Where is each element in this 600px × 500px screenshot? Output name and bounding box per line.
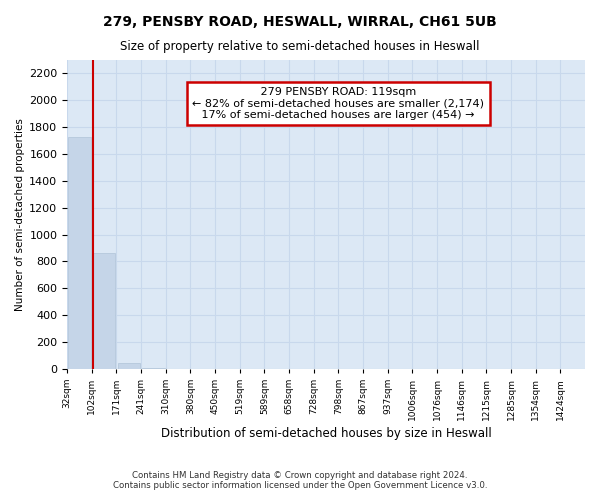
Bar (142, 368, 164, 369)
Y-axis label: Number of semi-detached properties: Number of semi-detached properties (15, 118, 25, 311)
Text: Size of property relative to semi-detached houses in Heswall: Size of property relative to semi-detach… (120, 40, 480, 53)
Bar (68, 136, 91, 369)
Bar (118, 363, 140, 369)
Text: 279, PENSBY ROAD, HESWALL, WIRRAL, CH61 5UB: 279, PENSBY ROAD, HESWALL, WIRRAL, CH61 … (103, 15, 497, 29)
Text: 279 PENSBY ROAD: 119sqm   
← 82% of semi-detached houses are smaller (2,174)
   : 279 PENSBY ROAD: 119sqm ← 82% of semi-de… (191, 87, 485, 120)
X-axis label: Distribution of semi-detached houses by size in Heswall: Distribution of semi-detached houses by … (161, 427, 491, 440)
Text: Contains HM Land Registry data © Crown copyright and database right 2024.
Contai: Contains HM Land Registry data © Crown c… (113, 470, 487, 490)
Bar (93, 252, 115, 369)
